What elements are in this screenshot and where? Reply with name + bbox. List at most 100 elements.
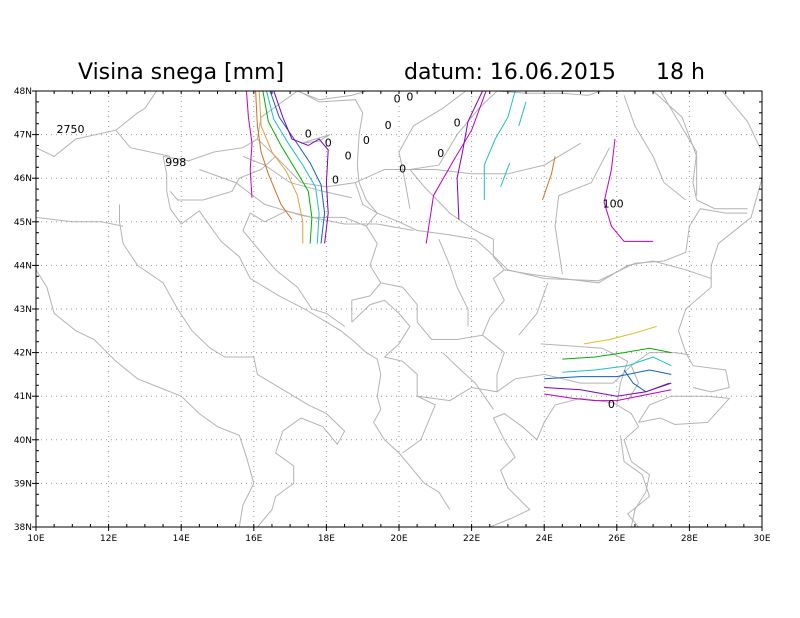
y-tick-label: 39N [14,479,32,489]
river-maritsa [540,343,629,405]
contour-value-label: 0 [394,93,401,106]
y-tick-label: 41N [14,392,32,402]
contour-value-label: 0 [325,136,332,149]
coast-italy-east [119,204,346,527]
snow-contour-line [255,91,293,220]
contour-value-label: 0 [437,147,444,160]
snow-contour-line [562,356,672,373]
geography-layer [36,91,762,527]
border-hungary [256,91,498,184]
contour-layer [246,91,672,402]
contour-value-label: 0 [332,173,339,186]
border-romania-serbia [409,169,505,271]
border-romania-ukraine [496,91,748,210]
river-prut [651,91,698,196]
contour-value-label: 998 [165,156,186,169]
snow-contour-line [269,91,326,244]
y-tick-label: 42N [14,349,32,359]
map-hour: 18 h [656,60,705,85]
border-romania-bulgaria [504,260,712,284]
river-mures [409,142,581,175]
snow-contour-line [273,91,329,244]
contour-value-label: 2750 [56,123,84,136]
coast-marmara [638,395,731,426]
snow-contour-line [541,156,556,201]
snow-contour-line [456,91,483,220]
river-tisza [398,91,467,209]
border-austria-italy [115,129,171,157]
snow-contour-line [584,325,657,345]
y-tick-label: 46N [14,174,32,184]
snow-contour-line [483,91,516,200]
map-title: Visina snega [mm] [78,60,284,85]
river-morava [438,239,469,327]
border-macedonia-bulgaria [482,334,505,392]
coast-black-sea [677,178,762,393]
x-tick-label: 28E [681,534,698,544]
contour-value-label: 0 [406,91,413,104]
y-tick-label: 44N [14,261,32,271]
river-iskar [518,282,549,336]
y-tick-label: 47N [14,131,32,141]
y-tick-label: 48N [14,87,32,97]
river-olt [554,147,610,275]
border-italy-slovenia [162,156,168,192]
x-tick-label: 16E [245,534,262,544]
x-tick-label: 10E [27,534,44,544]
x-tick-label: 14E [173,534,190,544]
border-macedonia-greece [417,364,640,402]
river-danube-2 [489,208,748,282]
snow-contour-line [262,91,313,244]
x-tick-label: 20E [390,534,407,544]
river-po [36,216,124,227]
snow-contour-line [258,91,304,244]
map-date: datum: 16.06.2015 [404,60,616,85]
contour-value-label: 0 [345,149,352,162]
border-serbia-south [380,269,505,340]
snow-contour-line [266,91,320,244]
snow-contour-line [562,347,672,360]
x-tick-label: 22E [463,534,480,544]
border-alps [36,107,146,157]
river-drava [242,155,352,199]
border-montenegro-albania [351,299,436,454]
river-vardar [442,352,494,410]
y-tick-label: 45N [14,218,32,228]
coast-italy-west [36,269,255,527]
x-tick-label: 24E [536,534,553,544]
border-slovenia [163,138,277,201]
snow-contour-line [544,369,672,380]
river-danube-1 [297,91,491,253]
snow-contour-line [500,162,511,188]
grid-layer [36,91,762,527]
x-tick-label: 30E [753,534,770,544]
axis-tick-layer: 10E 12E 14E 16E 18E 20E 22E 24E 26E 28E 30E 38N 39N 4… [14,87,771,544]
x-tick-label: 26E [608,534,625,544]
contour-value-label: 0 [305,128,312,141]
contour-value-label: 0 [454,117,461,130]
y-tick-label: 40N [14,436,32,446]
border-bulgaria-turkey [631,352,690,367]
snow-contour-line [544,382,672,397]
x-tick-label: 18E [318,534,335,544]
contour-value-label: 0 [385,119,392,132]
snow-contour-line [425,91,487,244]
y-tick-label: 38N [14,523,32,533]
snow-contour-line [603,138,654,242]
coast-greece-aegean [489,397,651,527]
contour-value-label: 0 [608,398,615,411]
snow-contour-line [246,91,253,198]
coast-turkey-aegean [619,435,651,527]
lake-balaton [300,134,331,144]
x-tick-label: 12E [100,534,117,544]
contour-value-label: 100 [603,197,624,210]
y-tick-label: 43N [14,305,32,315]
river-siret [623,95,687,201]
snow-contour-line [518,101,527,127]
contour-value-label: 0 [399,162,406,175]
contour-value-label: 0 [363,134,370,147]
border-moldova [720,91,762,153]
snow-contour-line [544,389,672,402]
